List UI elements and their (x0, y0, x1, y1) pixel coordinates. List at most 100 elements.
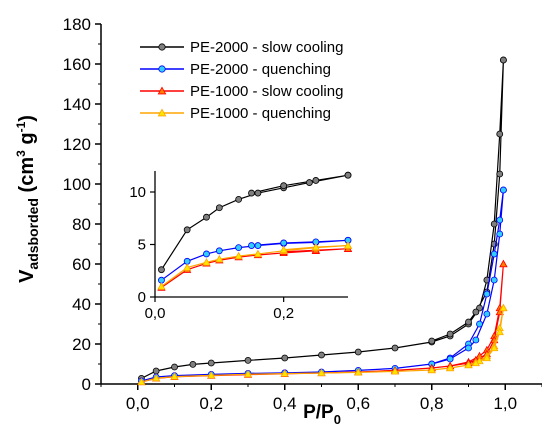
y-axis-title-units-close: ) (16, 115, 38, 122)
data-point (253, 249, 263, 258)
inset-series-line (161, 239, 349, 281)
data-point (446, 330, 454, 338)
data-point (475, 356, 484, 365)
data-point (189, 360, 197, 368)
data-point (157, 86, 167, 95)
data-point (496, 216, 504, 224)
y-axis-title-units-open: (cm (16, 157, 38, 198)
inset-series-pe-2000-slow-cooling (158, 171, 352, 274)
y-tick-label: 120 (63, 135, 91, 154)
data-point (428, 337, 436, 345)
y-tick-label: 40 (72, 295, 91, 314)
data-point (476, 320, 483, 328)
legend-label: PE-1000 - quenching (190, 105, 331, 122)
data-point (254, 189, 262, 197)
inset-y-tick-label: 5 (138, 237, 146, 254)
data-point (280, 182, 288, 190)
data-point (391, 344, 399, 352)
data-point (471, 358, 480, 367)
data-point (446, 355, 454, 363)
data-point (499, 259, 508, 268)
data-point (354, 368, 363, 376)
y-axis-title-sub: adsborded (25, 198, 41, 270)
data-point (280, 369, 289, 377)
data-point (151, 373, 161, 382)
data-point (158, 266, 165, 274)
main-series-group (137, 56, 508, 386)
y-tick-label: 140 (63, 95, 91, 114)
data-point (157, 108, 167, 117)
inset-x-tick-label: 0,0 (145, 305, 166, 322)
y-axis-title-sup2: -1 (14, 121, 28, 132)
x-tick-label: 0,2 (199, 394, 223, 413)
data-point (465, 318, 472, 326)
data-point (244, 356, 252, 364)
data-point (445, 363, 455, 372)
y-tick-label: 0 (82, 375, 91, 394)
y-tick-label: 80 (72, 215, 91, 234)
x-tick-label: 0,4 (273, 394, 297, 413)
series-line (141, 189, 505, 382)
y-axis-title-sup1: 3 (14, 150, 28, 157)
data-point (207, 371, 216, 379)
y-axis-title-main: V (16, 269, 38, 283)
data-point (235, 195, 243, 203)
data-point (318, 351, 325, 359)
data-point (496, 130, 504, 138)
inset-x-tick-label: 0,2 (273, 305, 294, 322)
data-point (472, 308, 480, 316)
inset-y-tick-label: 0 (138, 289, 146, 306)
data-point (496, 170, 504, 178)
y-tick-label: 180 (63, 15, 91, 34)
series-pe-1000-quenching (137, 303, 508, 386)
data-point (496, 230, 504, 238)
data-point (495, 327, 504, 336)
data-point (207, 359, 215, 367)
data-point (157, 282, 166, 290)
data-point (499, 303, 508, 312)
inset-series-pe-2000-quenching (158, 236, 352, 284)
data-point (170, 372, 179, 380)
data-point (202, 258, 211, 266)
data-point (482, 353, 492, 362)
legend-entry: PE-1000 - slow cooling (140, 83, 343, 100)
y-axis-title-units-mid: g (16, 132, 38, 150)
data-point (464, 360, 473, 369)
data-point (490, 250, 498, 258)
data-point (490, 220, 498, 228)
data-point (500, 186, 507, 194)
data-point (343, 241, 353, 249)
x-tick-label: 0,0 (126, 394, 150, 413)
data-point (183, 263, 192, 271)
data-point (152, 367, 160, 375)
data-point (483, 310, 491, 318)
series-pe-2000-slow-cooling (138, 56, 507, 382)
data-point (215, 204, 223, 212)
data-point (390, 367, 400, 375)
data-point (311, 242, 320, 251)
data-point (234, 251, 243, 260)
y-tick-label: 20 (72, 335, 91, 354)
data-point (317, 368, 326, 377)
data-point (344, 171, 352, 179)
data-point (158, 43, 166, 51)
x-tick-label: 1,0 (493, 394, 517, 413)
legend-label: PE-1000 - slow cooling (190, 83, 343, 100)
y-tick-label: 60 (72, 255, 91, 274)
data-point (490, 343, 499, 352)
data-point (483, 290, 491, 298)
data-point (235, 244, 243, 252)
inset-y-tick-label: 10 (129, 184, 146, 201)
data-point (495, 307, 504, 316)
inset-series-pe-1000-quenching (157, 241, 353, 290)
x-tick-label: 0,8 (420, 394, 444, 413)
data-point (158, 65, 166, 73)
data-point (254, 242, 262, 249)
data-point (279, 245, 288, 253)
data-point (281, 354, 289, 362)
data-point (171, 363, 178, 371)
legend-entry: PE-2000 - quenching (140, 61, 331, 78)
data-point (215, 247, 223, 255)
